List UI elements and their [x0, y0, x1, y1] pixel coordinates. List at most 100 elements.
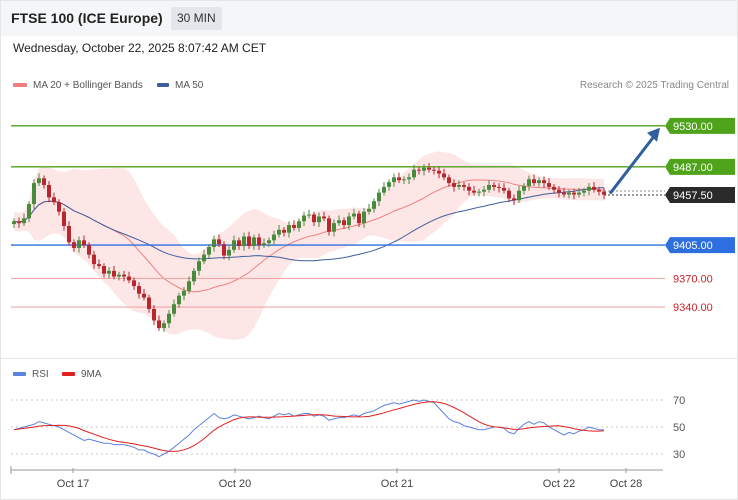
candle-body [592, 186, 596, 190]
candle-body [337, 220, 341, 224]
candle-body [282, 229, 286, 233]
candle-body [32, 183, 36, 205]
level-label-box-9487.00 [665, 158, 735, 175]
candle-body [237, 240, 241, 247]
candle-body [537, 180, 541, 184]
candle-body [87, 245, 91, 255]
candle-body [277, 229, 281, 235]
candle-body [82, 240, 86, 246]
candle-body [347, 216, 351, 226]
candle-body [17, 221, 21, 224]
forecast-arrow-head [647, 127, 660, 142]
candle-body [492, 184, 496, 187]
candle-body [132, 280, 136, 287]
candle-body [387, 182, 391, 187]
ma50-line [13, 187, 605, 262]
candle-body [472, 190, 476, 193]
candle-body [412, 169, 416, 178]
candle-body [72, 242, 76, 248]
candle-body [512, 198, 516, 201]
candle-body [297, 221, 301, 228]
candle-body [212, 239, 216, 247]
candle-body [307, 214, 311, 216]
level-label-9370.00: 9370.00 [673, 273, 713, 285]
candles-group [12, 163, 606, 332]
candle-body [122, 274, 126, 277]
candle-body [52, 197, 56, 203]
candle-body [167, 313, 171, 324]
candle-body [47, 184, 51, 198]
candle-body [407, 177, 411, 180]
candle-body [247, 236, 251, 247]
candle-body [27, 204, 31, 219]
header-bar: FTSE 100 (ICE Europe) 30 MIN [0, 0, 738, 36]
candle-body [442, 173, 446, 178]
candle-body [577, 192, 581, 195]
candle-body [302, 215, 306, 222]
candle-body [457, 184, 461, 187]
datetime-label: Wednesday, October 22, 2025 8:07:42 AM C… [13, 41, 267, 55]
candle-body [267, 240, 271, 244]
candle-body [222, 244, 226, 256]
candle-body [217, 239, 221, 245]
candle-body [207, 246, 211, 255]
candle-body [497, 186, 501, 188]
candle-body [22, 218, 26, 224]
level-label-box-9405.00 [665, 237, 735, 254]
candle-body [322, 216, 326, 219]
candle-body [317, 216, 321, 223]
level-label-box-9457.50 [665, 187, 735, 203]
candle-body [202, 254, 206, 262]
credit-text: Research © 2025 Trading Central [579, 80, 729, 91]
candle-body [67, 226, 71, 243]
candle-body [422, 167, 426, 171]
legend-bollinger: MA 20 + Bollinger Bands [13, 80, 143, 91]
candle-body [452, 183, 456, 187]
panel-divider [0, 358, 738, 359]
candle-body [332, 223, 336, 232]
candle-body [227, 249, 231, 256]
candle-body [197, 261, 201, 271]
candle-body [117, 274, 121, 277]
candle-body [352, 213, 356, 217]
candle-body [562, 192, 566, 195]
candle-body [367, 208, 371, 212]
candle-body [357, 213, 361, 224]
x-tick-Oct-22: Oct 22 [543, 478, 575, 490]
candle-body [187, 281, 191, 291]
rsi-swatch [13, 372, 26, 377]
candle-body [77, 240, 81, 248]
candle-body [482, 189, 486, 192]
candle-body [142, 293, 146, 298]
candle-body [547, 183, 551, 187]
forecast-arrow-shaft [608, 132, 658, 195]
level-label-9457.50: 9457.50 [673, 190, 713, 202]
x-tick-Oct-20: Oct 20 [219, 478, 251, 490]
candle-body [292, 225, 296, 228]
level-label-9340.00: 9340.00 [673, 302, 713, 314]
candle-body [447, 177, 451, 184]
legend-ma9-label: 9MA [81, 369, 102, 380]
ma50-swatch [157, 83, 169, 88]
candle-body [372, 201, 376, 209]
timeframe-badge[interactable]: 30 MIN [171, 7, 222, 30]
candle-body [252, 237, 256, 247]
candle-body [177, 295, 181, 305]
candle-body [162, 323, 166, 329]
rsi-tick-50: 50 [673, 422, 685, 434]
candle-body [37, 178, 41, 184]
rsi-line [13, 399, 604, 458]
candle-body [362, 211, 366, 224]
level-label-9487.00: 9487.00 [673, 162, 713, 174]
candle-body [517, 190, 521, 201]
candle-body [42, 178, 46, 185]
candle-body [462, 184, 466, 187]
candle-body [587, 186, 591, 191]
candle-body [572, 192, 576, 195]
candle-body [62, 211, 66, 226]
x-tick-Oct-28: Oct 28 [610, 478, 642, 490]
level-label-9405.00: 9405.00 [673, 240, 713, 252]
candle-body [232, 240, 236, 250]
candle-body [557, 189, 561, 193]
